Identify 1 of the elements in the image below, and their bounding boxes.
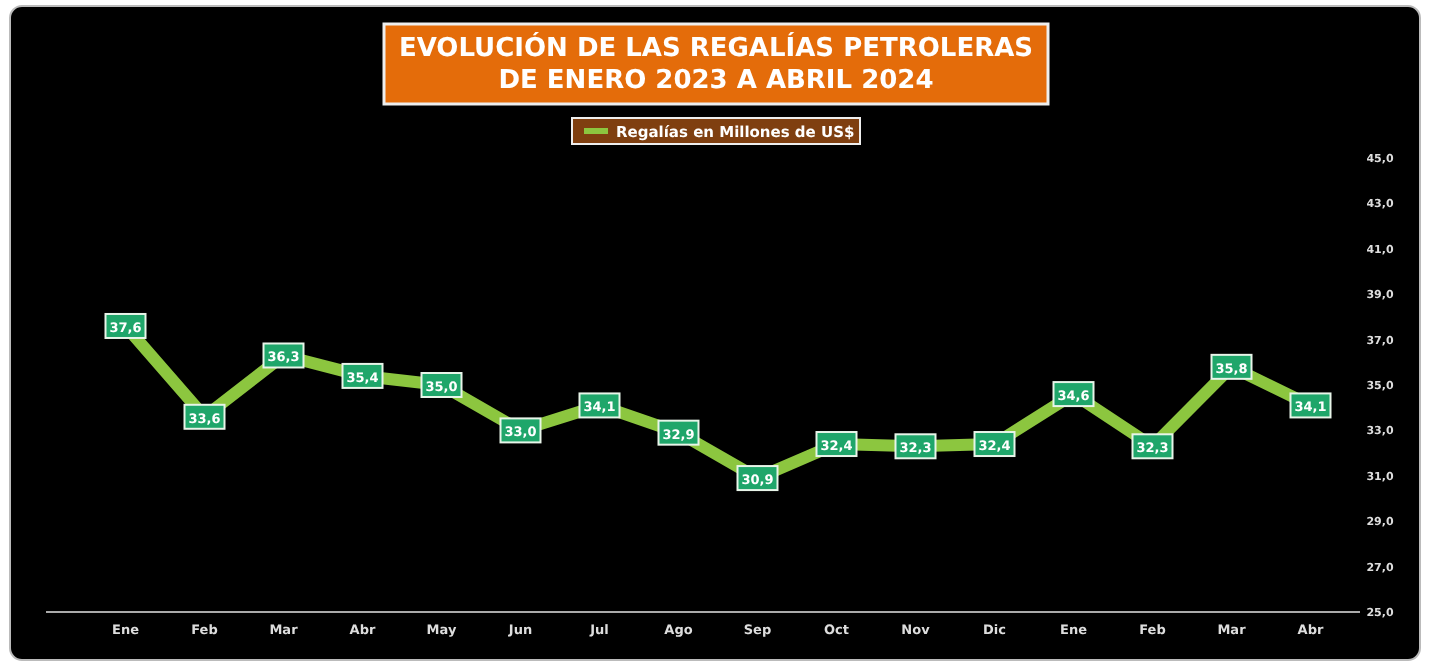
chart-title: EVOLUCIÓN DE LAS REGALÍAS PETROLERAS DE ENERO 2023 A ABRIL 2024 bbox=[398, 30, 1034, 96]
